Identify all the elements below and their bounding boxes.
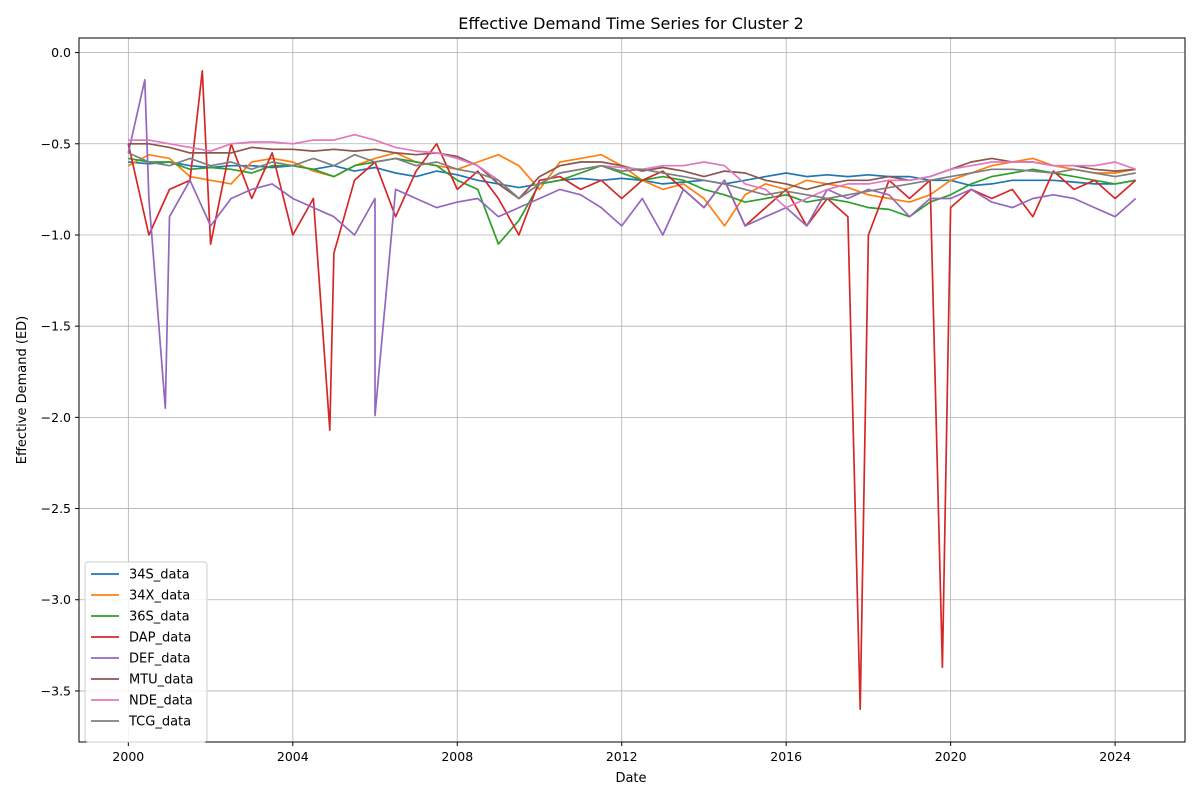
x-tick-label: 2012 [606, 749, 638, 764]
legend-label: 34S_data [129, 568, 190, 583]
chart-title: Effective Demand Time Series for Cluster… [458, 14, 804, 33]
legend-box [84, 561, 208, 743]
grid-layer [79, 38, 1185, 742]
y-tick-label: −2.0 [41, 410, 71, 425]
plot-frame [78, 37, 1186, 743]
legend-label: TCG_data [128, 715, 191, 730]
x-tick-label: 2016 [770, 749, 802, 764]
y-tick-label: −0.5 [41, 136, 71, 151]
series-line-def-data [127, 79, 1137, 417]
legend-label: 36S_data [129, 610, 190, 625]
x-axis-label: Date [615, 771, 646, 786]
x-tick-label: 2024 [1099, 749, 1131, 764]
x-tick-label: 2020 [935, 749, 967, 764]
legend-label: 34X_data [129, 589, 190, 604]
x-tick-label: 2000 [112, 749, 144, 764]
series-line-36s-data [128, 157, 1136, 245]
x-tick-label: 2004 [277, 749, 309, 764]
legend: 34S_data 34X_data 36S_data DAP_data DEF_data… [84, 561, 208, 743]
legend-label: DAP_data [129, 631, 191, 646]
series-layer [127, 69, 1137, 711]
y-axis-ticks: 0.0 −0.5 −1.0 −1.5 −2.0 −2.5 −3.0 −3.5 [41, 45, 79, 698]
x-tick-label: 2008 [441, 749, 473, 764]
legend-label: NDE_data [129, 694, 193, 709]
series-line-nde-data [128, 133, 1136, 209]
y-tick-label: −1.0 [41, 227, 71, 242]
series-line-tcg-data [127, 152, 1136, 200]
x-axis-ticks: 2000 2004 2008 2012 2016 2020 2024 [112, 742, 1131, 764]
y-axis-label: Effective Demand (ED) [15, 316, 30, 464]
y-tick-label: −3.0 [41, 592, 71, 607]
series-line-dap-data [127, 69, 1137, 711]
y-tick-label: −3.5 [41, 683, 71, 698]
y-tick-label: −1.5 [41, 319, 71, 334]
y-tick-label: 0.0 [51, 45, 71, 60]
legend-label: DEF_data [129, 652, 190, 667]
legend-label: MTU_data [129, 673, 193, 688]
y-tick-label: −2.5 [41, 501, 71, 516]
